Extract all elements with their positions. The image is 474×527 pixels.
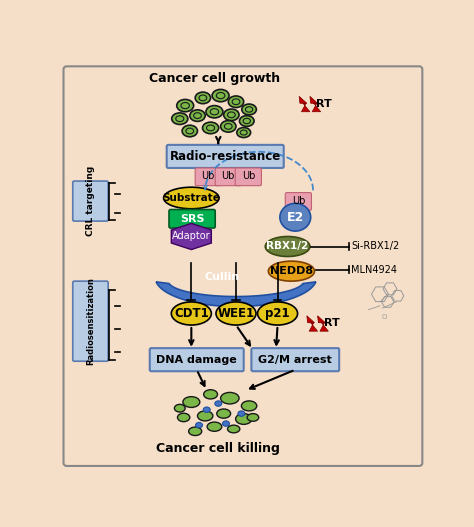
Ellipse shape — [257, 302, 298, 325]
Text: Ub: Ub — [242, 171, 255, 181]
Ellipse shape — [228, 425, 240, 433]
Ellipse shape — [220, 393, 239, 404]
Ellipse shape — [177, 413, 190, 422]
Ellipse shape — [172, 113, 188, 124]
Text: WEE1: WEE1 — [218, 307, 255, 320]
FancyBboxPatch shape — [169, 210, 215, 228]
Ellipse shape — [222, 421, 229, 426]
Text: Cancer cell growth: Cancer cell growth — [149, 72, 280, 85]
FancyBboxPatch shape — [150, 348, 244, 371]
Ellipse shape — [212, 90, 229, 102]
Ellipse shape — [239, 115, 254, 126]
FancyBboxPatch shape — [251, 348, 339, 371]
Text: CRL targeting: CRL targeting — [86, 166, 95, 236]
Text: DNA damage: DNA damage — [156, 355, 237, 365]
FancyBboxPatch shape — [73, 181, 108, 221]
FancyBboxPatch shape — [215, 168, 241, 186]
FancyBboxPatch shape — [285, 192, 311, 210]
Ellipse shape — [224, 109, 239, 121]
Polygon shape — [318, 316, 328, 331]
Text: MLN4924: MLN4924 — [352, 265, 398, 275]
Ellipse shape — [177, 100, 194, 112]
Text: RT: RT — [316, 99, 332, 109]
FancyBboxPatch shape — [73, 281, 108, 361]
FancyBboxPatch shape — [235, 168, 261, 186]
Ellipse shape — [220, 121, 236, 132]
Text: SRS: SRS — [180, 214, 204, 224]
Ellipse shape — [228, 96, 244, 108]
Polygon shape — [171, 223, 211, 250]
Text: E2: E2 — [287, 211, 304, 224]
Ellipse shape — [217, 409, 231, 418]
Ellipse shape — [215, 401, 222, 406]
Ellipse shape — [203, 407, 210, 413]
Text: Si-RBX1/2: Si-RBX1/2 — [352, 241, 400, 251]
Polygon shape — [307, 316, 318, 331]
Ellipse shape — [189, 427, 202, 435]
Ellipse shape — [216, 302, 256, 325]
Ellipse shape — [238, 411, 245, 416]
FancyBboxPatch shape — [167, 145, 284, 168]
Text: Substrate: Substrate — [163, 193, 220, 203]
Text: Adaptor: Adaptor — [172, 231, 210, 241]
FancyBboxPatch shape — [195, 168, 221, 186]
Text: RT: RT — [324, 318, 339, 328]
Ellipse shape — [204, 390, 218, 399]
FancyBboxPatch shape — [64, 66, 422, 466]
Ellipse shape — [182, 125, 198, 137]
Text: CDT1: CDT1 — [174, 307, 209, 320]
Text: G2/M arrest: G2/M arrest — [258, 355, 332, 365]
Ellipse shape — [206, 105, 223, 118]
Ellipse shape — [171, 302, 211, 325]
Text: Ub: Ub — [222, 171, 235, 181]
Ellipse shape — [241, 401, 257, 411]
Polygon shape — [310, 96, 321, 112]
Ellipse shape — [280, 203, 310, 231]
Text: O: O — [381, 314, 386, 320]
Ellipse shape — [237, 128, 251, 138]
Text: NEDD8: NEDD8 — [270, 266, 313, 276]
Text: Ub: Ub — [292, 196, 305, 206]
Text: Radio-resistance: Radio-resistance — [170, 150, 281, 163]
Text: Radiosensitization: Radiosensitization — [86, 277, 95, 365]
Ellipse shape — [202, 122, 219, 134]
Ellipse shape — [196, 423, 202, 428]
Ellipse shape — [236, 414, 252, 424]
Ellipse shape — [242, 104, 256, 115]
Polygon shape — [156, 282, 316, 307]
Polygon shape — [299, 96, 310, 112]
Text: Cancer cell killing: Cancer cell killing — [156, 442, 280, 455]
Ellipse shape — [183, 397, 200, 407]
Ellipse shape — [268, 261, 315, 281]
Ellipse shape — [174, 404, 185, 412]
Ellipse shape — [247, 414, 259, 421]
Ellipse shape — [195, 92, 210, 104]
Text: Ub: Ub — [201, 171, 215, 181]
Text: Cullin: Cullin — [205, 272, 240, 282]
Ellipse shape — [198, 411, 213, 421]
Ellipse shape — [207, 422, 222, 431]
Ellipse shape — [265, 237, 310, 257]
Text: p21: p21 — [265, 307, 290, 320]
Text: RBX1/2: RBX1/2 — [266, 241, 309, 251]
Ellipse shape — [190, 110, 205, 121]
Ellipse shape — [164, 187, 219, 209]
